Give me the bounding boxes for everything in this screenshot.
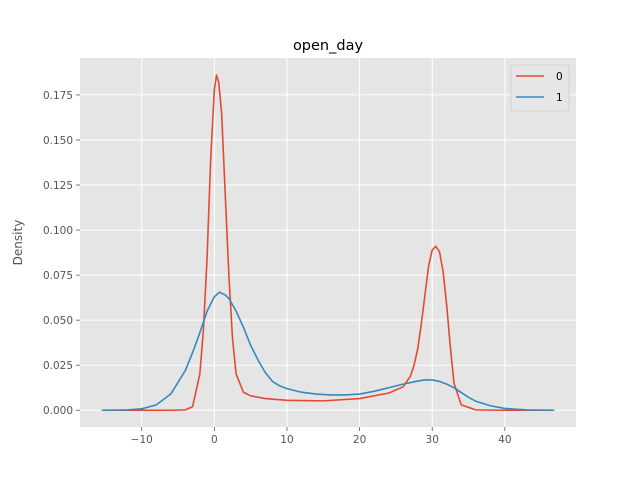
y-axis-label: Density bbox=[11, 220, 25, 266]
x-tick-label: −10 bbox=[131, 434, 153, 446]
y-tick-label: 0.050 bbox=[43, 315, 73, 327]
y-tick-label: 0.150 bbox=[43, 135, 73, 147]
x-tick-label: 40 bbox=[498, 434, 511, 446]
plot-area bbox=[80, 58, 576, 427]
x-tick-label: 20 bbox=[353, 434, 366, 446]
series-line-0 bbox=[101, 74, 555, 412]
y-tick-label: 0.100 bbox=[43, 225, 73, 237]
chart-title: open_day bbox=[293, 38, 364, 54]
legend-label-1: 1 bbox=[556, 92, 563, 104]
y-tick-label: 0.075 bbox=[43, 270, 73, 282]
y-tick-label: 0.125 bbox=[43, 180, 73, 192]
y-axis: 0.000 0.025 0.050 0.075 0.100 0.125 0.150 0.175 bbox=[43, 90, 80, 417]
grid-lines bbox=[80, 58, 576, 427]
x-axis: −10 0 10 20 30 40 bbox=[131, 427, 512, 446]
y-tick-label: 0.175 bbox=[43, 90, 73, 102]
legend-label-0: 0 bbox=[556, 71, 563, 83]
series-layer bbox=[101, 74, 555, 412]
x-tick-label: 30 bbox=[426, 434, 439, 446]
x-tick-label: 10 bbox=[280, 434, 293, 446]
y-tick-label: 0.025 bbox=[43, 360, 73, 372]
y-tick-label: 0.000 bbox=[43, 405, 73, 417]
series-line-1 bbox=[101, 291, 555, 412]
x-tick-label: 0 bbox=[211, 434, 218, 446]
legend: 01 bbox=[510, 64, 570, 112]
